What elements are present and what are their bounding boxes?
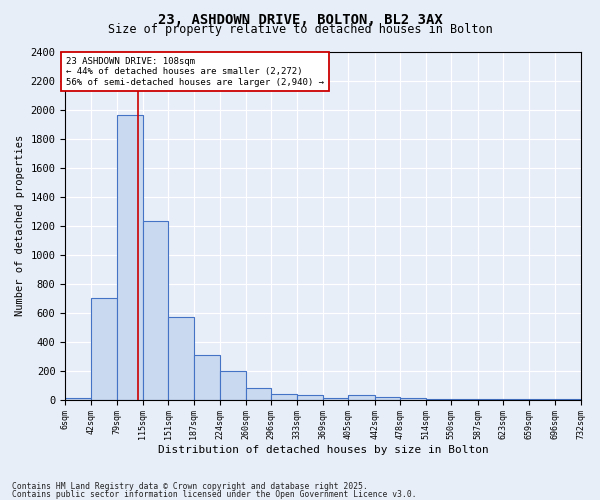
Bar: [349, 396, 374, 400]
Bar: [298, 394, 323, 400]
Bar: [374, 397, 400, 400]
Text: 23 ASHDOWN DRIVE: 108sqm
← 44% of detached houses are smaller (2,272)
56% of sem: 23 ASHDOWN DRIVE: 108sqm ← 44% of detach…: [66, 56, 324, 86]
Text: 23, ASHDOWN DRIVE, BOLTON, BL2 3AX: 23, ASHDOWN DRIVE, BOLTON, BL2 3AX: [158, 12, 442, 26]
Bar: [91, 298, 117, 400]
Bar: [451, 399, 478, 400]
Bar: [117, 116, 143, 400]
Bar: [168, 317, 194, 400]
Bar: [194, 356, 220, 400]
Text: Contains HM Land Registry data © Crown copyright and database right 2025.: Contains HM Land Registry data © Crown c…: [12, 482, 368, 491]
Text: Size of property relative to detached houses in Bolton: Size of property relative to detached ho…: [107, 22, 493, 36]
Bar: [143, 222, 168, 400]
Y-axis label: Number of detached properties: Number of detached properties: [15, 135, 25, 316]
Text: Contains public sector information licensed under the Open Government Licence v3: Contains public sector information licen…: [12, 490, 416, 499]
Bar: [478, 399, 503, 400]
X-axis label: Distribution of detached houses by size in Bolton: Distribution of detached houses by size …: [158, 445, 488, 455]
Bar: [323, 398, 349, 400]
Bar: [271, 394, 298, 400]
Bar: [400, 398, 426, 400]
Bar: [65, 398, 91, 400]
Bar: [220, 370, 245, 400]
Bar: [245, 388, 271, 400]
Bar: [426, 399, 451, 400]
